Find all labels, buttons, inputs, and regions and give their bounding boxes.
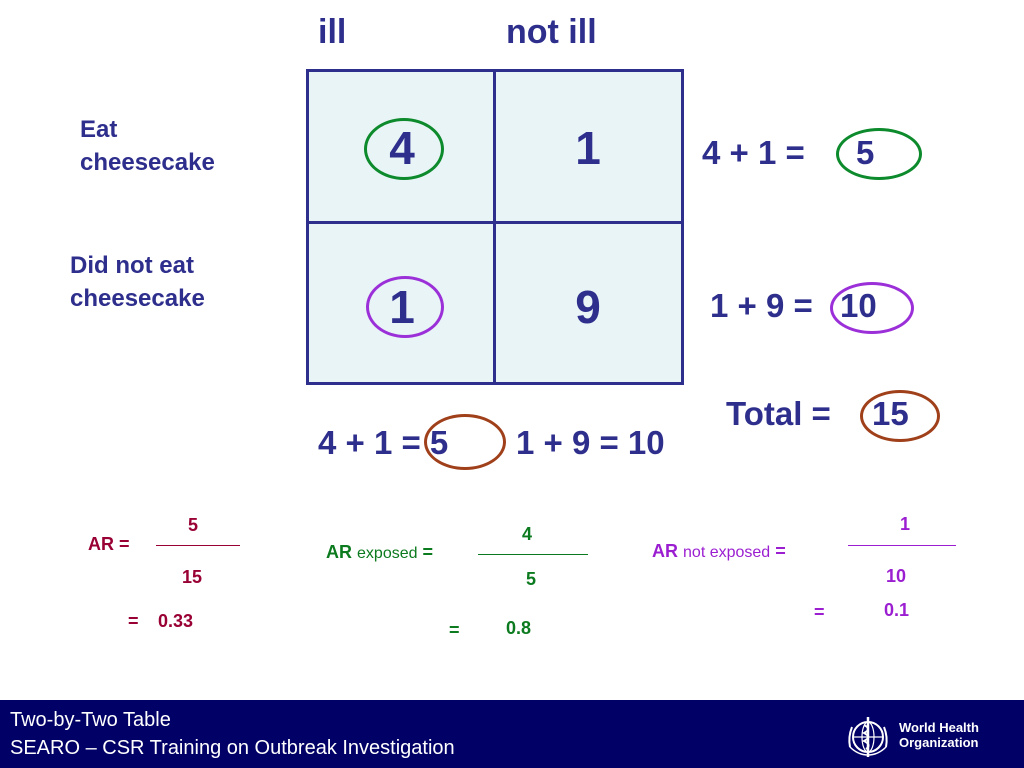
total-value: 15 [872,395,909,432]
ar-not-exposed-result: 0.1 [884,600,910,620]
who-logo-line2: Organization [899,735,979,750]
row-label-not-eat-line1: Did not eat [70,252,194,279]
cell-d: 9 [575,281,601,333]
column1-sum: 4 + 1 = 5 [318,424,449,461]
ar-exposed-result-equals: = [449,620,460,640]
ar-denominator: 15 [182,567,203,587]
row1-sum-value: 5 [856,134,875,171]
ar-exposed-numerator: 4 [522,524,533,544]
cell-c: 1 [389,281,415,333]
ar-not-exposed-label: AR not exposed = [652,541,786,562]
ar-label: AR = [88,534,130,554]
header-ill: ill [318,13,347,51]
row2-sum-value: 10 [840,287,877,324]
ar-result-equals: = [128,611,139,631]
ar-not-exposed-denominator: 10 [886,566,907,586]
ar-result: 0.33 [158,611,194,631]
row2-sum-circle [830,282,914,334]
who-logo-line1: World Health [899,720,979,735]
ar-exposed-result: 0.8 [506,618,532,638]
ar-not-exposed-ar: AR [652,541,678,561]
column1-sum-circle [424,414,506,470]
row-label-eat-line1: Eat [80,116,118,143]
ar-not-exposed-equals: = [775,541,786,561]
cell-b: 1 [575,122,601,174]
column2-sum: 1 + 9 = 10 [516,424,665,461]
row-label-eat: Eat cheesecake [80,113,215,179]
table-horizontal-divider [306,221,684,224]
total-label: Total = [726,395,831,432]
footer-title: Two-by-Two Table [10,709,171,731]
cell-c-circle [366,276,444,338]
ar-exposed-label: AR exposed = [326,542,433,563]
row1-sum-circle [836,128,922,180]
ar-numerator: 5 [188,515,199,535]
ar-exposed-ar: AR [326,542,352,562]
ar-not-exposed-result-equals: = [814,602,825,622]
header-not-ill: not ill [506,13,597,51]
ar-not-exposed-fraction-line [848,545,956,546]
row-label-eat-line2: cheesecake [80,149,215,176]
cell-a: 4 [389,122,415,174]
who-emblem-icon [844,713,892,761]
cell-a-circle [364,118,444,180]
ar-not-exposed-numerator: 1 [900,514,911,534]
footer-subtitle: SEARO – CSR Training on Outbreak Investi… [10,737,455,759]
total-circle [860,390,940,442]
ar-exposed-denominator: 5 [526,569,537,589]
ar-exposed-fraction-line [478,554,588,555]
who-logo-text: World Health Organization [899,720,979,750]
ar-fraction-line [156,545,240,546]
row-label-not-eat-line2: cheesecake [70,285,205,312]
row-label-not-eat: Did not eat cheesecake [70,249,205,315]
table-vertical-divider [493,69,496,385]
ar-exposed-equals: = [422,542,434,562]
ar-not-exposed-subscript: not exposed [683,544,771,561]
row2-sum-expression: 1 + 9 = [710,287,813,324]
row1-sum-expression: 4 + 1 = [702,134,805,171]
ar-exposed-subscript: exposed [357,545,418,562]
